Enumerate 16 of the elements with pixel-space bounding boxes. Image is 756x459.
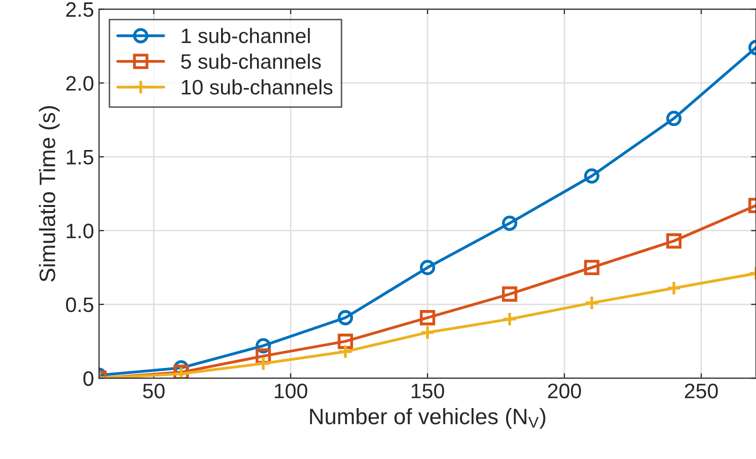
y-tick-label: 0.5 bbox=[66, 297, 94, 312]
y-axis-title: Simulatio Time (s) bbox=[38, 106, 60, 282]
legend-label: 10 sub-channels bbox=[182, 79, 332, 95]
x-tick-label: 250 bbox=[684, 384, 718, 398]
x-tick-label: 150 bbox=[412, 384, 444, 398]
x-axis-title: Number of vehicles (N$_{V}$) bbox=[310, 408, 546, 429]
legend-label: 1 sub-channel bbox=[182, 28, 310, 44]
x-tick-label: 50 bbox=[143, 384, 165, 398]
legend-label: 5 sub-channels bbox=[181, 54, 321, 69]
y-tick-label: 2.0 bbox=[66, 76, 94, 91]
y-tick-label: 2.5 bbox=[66, 2, 94, 17]
y-tick-label: 1.5 bbox=[66, 150, 94, 165]
x-tick-label: 100 bbox=[274, 384, 308, 398]
y-tick-label: 0 bbox=[83, 371, 94, 386]
y-tick-label: 1.0 bbox=[66, 224, 94, 238]
x-tick-label: 200 bbox=[548, 384, 581, 398]
